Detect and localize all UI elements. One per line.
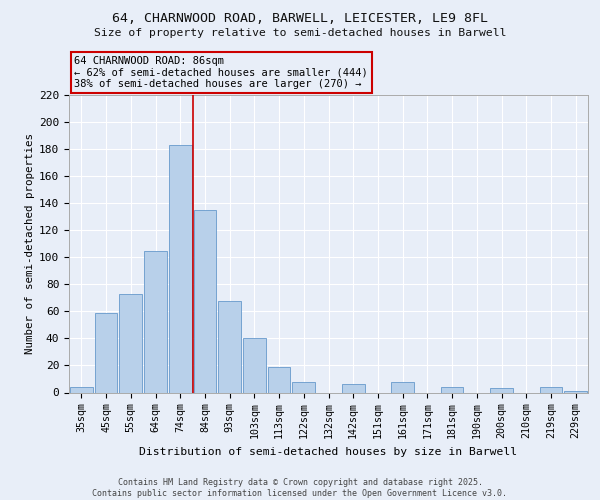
Bar [564, 391, 587, 392]
Text: 64 CHARNWOOD ROAD: 86sqm
← 62% of semi-detached houses are smaller (444)
38% of : 64 CHARNWOOD ROAD: 86sqm ← 62% of semi-d… [74, 56, 368, 89]
Bar [391, 382, 414, 392]
Bar [292, 382, 315, 392]
Bar [95, 312, 118, 392]
Bar [70, 387, 93, 392]
Y-axis label: Number of semi-detached properties: Number of semi-detached properties [25, 133, 35, 354]
X-axis label: Distribution of semi-detached houses by size in Barwell: Distribution of semi-detached houses by … [139, 446, 518, 456]
Bar [169, 145, 191, 392]
Bar [268, 367, 290, 392]
Bar [441, 387, 463, 392]
Text: Size of property relative to semi-detached houses in Barwell: Size of property relative to semi-detach… [94, 28, 506, 38]
Bar [194, 210, 216, 392]
Text: 64, CHARNWOOD ROAD, BARWELL, LEICESTER, LE9 8FL: 64, CHARNWOOD ROAD, BARWELL, LEICESTER, … [112, 12, 488, 26]
Bar [490, 388, 513, 392]
Bar [218, 300, 241, 392]
Bar [119, 294, 142, 392]
Bar [539, 387, 562, 392]
Bar [243, 338, 266, 392]
Text: Contains HM Land Registry data © Crown copyright and database right 2025.
Contai: Contains HM Land Registry data © Crown c… [92, 478, 508, 498]
Bar [342, 384, 365, 392]
Bar [144, 250, 167, 392]
